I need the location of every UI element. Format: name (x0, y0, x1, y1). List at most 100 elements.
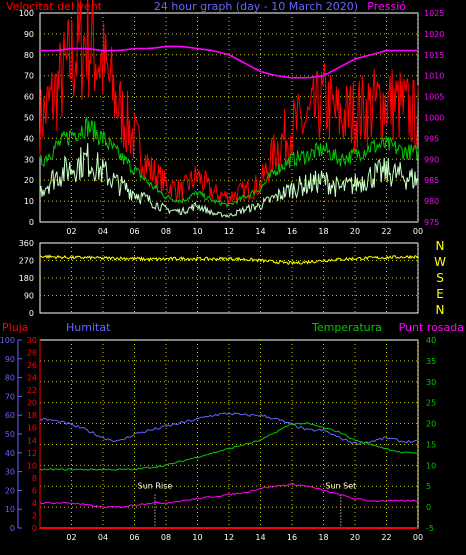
x-tick-label: 12 (224, 227, 234, 236)
direction-tick-label: 0 (29, 309, 34, 318)
wind-direction-series (39, 254, 419, 266)
right-tick-label: 1010 (424, 72, 444, 81)
wind-pressure-panel: 0102030405060708090100975980985990995100… (19, 0, 444, 236)
x-tick-label: 02 (66, 533, 76, 542)
temperature-label: Temperatura (311, 321, 382, 334)
humidity-tick-label: 50 (5, 430, 15, 439)
right-tick-label: 1015 (424, 51, 444, 60)
plot-frame (39, 242, 419, 314)
rain-tick-label: 18 (27, 411, 37, 420)
x-tick-label: 08 (161, 227, 171, 236)
x-tick-label: 12 (224, 533, 234, 542)
humidity-temperature-panel: 0102030405060708090100024681012141618202… (0, 336, 436, 542)
rain-label: Pluja (2, 321, 28, 334)
direction-letter: N (436, 239, 445, 253)
rain-tick-label: 20 (27, 399, 37, 408)
right-tick-label: 995 (424, 134, 439, 143)
x-tick-label: 14 (255, 533, 265, 542)
x-tick-label: 20 (350, 533, 360, 542)
humidity-tick-label: 0 (10, 524, 15, 533)
direction-tick-label: 360 (19, 239, 34, 248)
temperature-tick-label: 25 (426, 399, 436, 408)
rain-tick-label: 2 (32, 511, 37, 520)
left-tick-label: 30 (24, 155, 34, 164)
humidity-tick-label: 60 (5, 411, 15, 420)
x-tick-label: 22 (381, 227, 391, 236)
pressure-series (40, 45, 418, 79)
temperature-tick-label: 15 (426, 440, 436, 449)
humidity-tick-label: 80 (5, 374, 15, 383)
chart-title: 24 hour graph (day - 10 March 2020) (154, 0, 358, 13)
rain-tick-label: 14 (27, 436, 37, 445)
x-tick-label: 04 (98, 533, 108, 542)
rain-tick-label: 22 (27, 386, 37, 395)
left-tick-label: 60 (24, 93, 34, 102)
rain-tick-label: 4 (32, 499, 37, 508)
temperature-tick-label: 5 (426, 482, 431, 491)
left-tick-label: 90 (24, 30, 34, 39)
right-tick-label: 1020 (424, 30, 444, 39)
temperature-tick-label: 0 (426, 503, 431, 512)
right-tick-label: 990 (424, 155, 439, 164)
left-tick-label: 70 (24, 72, 34, 81)
humidity-tick-label: 10 (5, 505, 15, 514)
humidity-tick-label: 70 (5, 392, 15, 401)
humidity-tick-label: 40 (5, 449, 15, 458)
right-tick-label: 1025 (424, 9, 444, 18)
x-tick-label: 06 (129, 533, 139, 542)
x-tick-label: 02 (66, 227, 76, 236)
rain-tick-label: 8 (32, 474, 37, 483)
direction-tick-label: 270 (19, 257, 34, 266)
x-tick-label: 14 (255, 227, 265, 236)
direction-letter: W (434, 255, 446, 269)
pressure-label: Pressió (367, 0, 406, 13)
wind-gust-series (39, 0, 419, 206)
rain-tick-label: 10 (27, 461, 37, 470)
temperature-series (39, 422, 419, 471)
temperature-tick-label: 35 (426, 357, 436, 366)
humidity-tick-label: 100 (0, 336, 15, 345)
x-tick-label: 18 (318, 227, 328, 236)
wind-minimum-series (39, 143, 419, 218)
temperature-tick-label: 30 (426, 378, 436, 387)
x-tick-label: 16 (287, 533, 297, 542)
left-tick-label: 100 (19, 9, 34, 18)
rain-tick-label: 12 (27, 449, 37, 458)
x-tick-label: 00 (413, 533, 423, 542)
left-tick-label: 80 (24, 51, 34, 60)
x-tick-label: 00 (413, 227, 423, 236)
right-tick-label: 985 (424, 176, 439, 185)
rain-tick-label: 28 (27, 349, 37, 358)
humidity-label: Humitat (66, 321, 111, 334)
right-tick-label: 980 (424, 197, 439, 206)
x-tick-label: 10 (192, 533, 202, 542)
wind-average-series (39, 116, 419, 209)
x-tick-label: 10 (192, 227, 202, 236)
right-tick-label: 975 (424, 218, 439, 227)
left-tick-label: 20 (24, 176, 34, 185)
dewpoint-label: Punt rosada (399, 321, 464, 334)
rain-tick-label: 30 (27, 336, 37, 345)
x-tick-label: 22 (381, 533, 391, 542)
direction-tick-label: 180 (19, 274, 34, 283)
direction-letter: S (436, 271, 444, 285)
direction-tick-label: 90 (24, 292, 34, 301)
left-tick-label: 10 (24, 197, 34, 206)
x-tick-label: 08 (161, 533, 171, 542)
rain-tick-label: 6 (32, 486, 37, 495)
humidity-series (39, 412, 418, 445)
left-tick-label: 40 (24, 134, 34, 143)
sun-marker-label: Sun Rise (138, 481, 173, 490)
x-tick-label: 20 (350, 227, 360, 236)
temperature-tick-label: -5 (426, 524, 434, 533)
right-tick-label: 1000 (424, 114, 444, 123)
humidity-tick-label: 20 (5, 486, 15, 495)
rain-tick-label: 24 (27, 374, 37, 383)
rain-tick-label: 26 (27, 361, 37, 370)
temperature-tick-label: 10 (426, 461, 436, 470)
temperature-tick-label: 40 (426, 336, 436, 345)
direction-letter: N (436, 303, 445, 317)
rain-tick-label: 0 (32, 524, 37, 533)
